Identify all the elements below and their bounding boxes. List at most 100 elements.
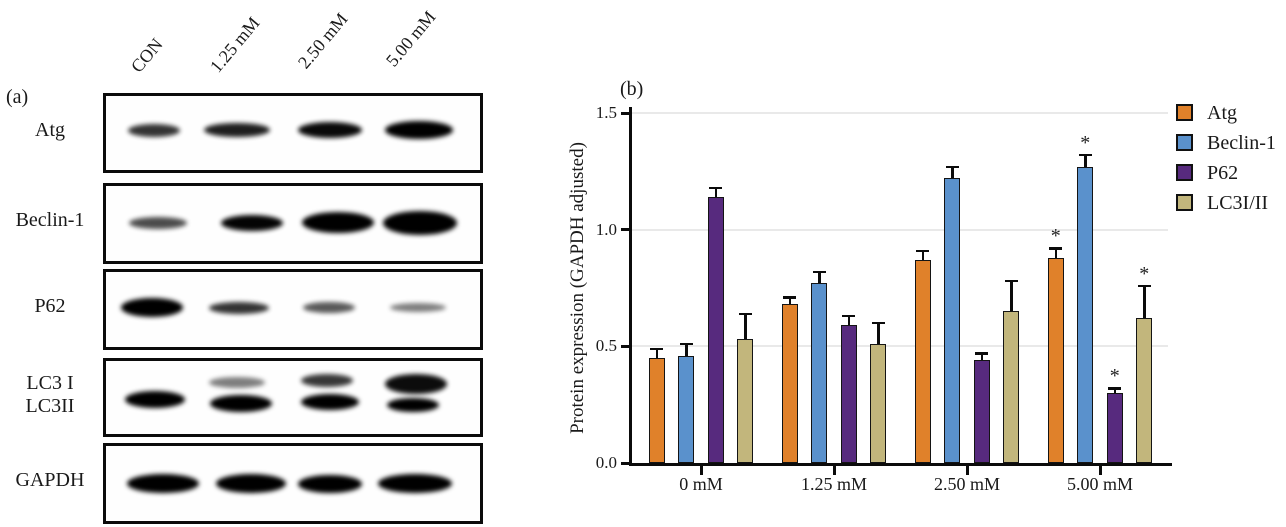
error-cap — [679, 342, 693, 346]
error-bar — [1054, 248, 1057, 261]
error-bar — [1143, 285, 1146, 322]
error-cap — [916, 249, 930, 252]
legend-label: LC3I/II — [1207, 192, 1269, 214]
blot-band — [377, 474, 452, 493]
error-cap — [975, 352, 989, 355]
error-cap — [945, 165, 959, 168]
blot-band — [216, 474, 287, 493]
error-bar — [818, 271, 821, 287]
blot-row-label-line: P62 — [34, 295, 66, 317]
x-tick-label: 0 mM — [679, 474, 723, 494]
bar — [840, 325, 857, 463]
y-tick-label: 1.0 — [595, 219, 617, 239]
blot-row-label: Atg — [0, 93, 100, 167]
legend-swatch — [1176, 194, 1193, 211]
error-bar — [847, 316, 850, 329]
y-tick — [621, 228, 629, 232]
significance-star: * — [1139, 262, 1150, 285]
x-tick — [699, 466, 703, 475]
blot-box — [103, 358, 483, 437]
blot-band — [203, 123, 270, 137]
grid-line — [632, 112, 1168, 114]
legend-swatch — [1176, 134, 1193, 151]
x-tick-label: 5.00 mM — [1066, 474, 1133, 494]
bar — [1136, 318, 1153, 463]
legend-swatch — [1176, 104, 1193, 121]
error-bar — [685, 344, 688, 359]
blot-band — [383, 210, 458, 235]
significance-star: * — [1050, 225, 1061, 248]
x-tick-label: 2.50 mM — [933, 474, 1000, 494]
legend-label: Beclin-1 — [1207, 132, 1276, 154]
blot-band — [302, 302, 355, 313]
blot-row-label-line: LC3 I — [26, 371, 74, 394]
bar — [1003, 311, 1020, 463]
error-bar — [1113, 388, 1116, 396]
bar — [1077, 166, 1094, 463]
blot-row-label: GAPDH — [0, 443, 100, 518]
blot-band — [385, 121, 453, 139]
grid-line — [632, 228, 1168, 231]
x-tick — [1098, 466, 1102, 475]
error-cap — [1078, 153, 1092, 157]
error-bar — [980, 353, 983, 364]
bar — [870, 344, 887, 463]
error-cap — [1108, 387, 1122, 390]
x-tick — [832, 466, 836, 475]
error-bar — [788, 297, 791, 308]
blot-band — [386, 397, 439, 412]
blot-band — [220, 214, 283, 231]
lane-label: 1.25 mM — [205, 12, 264, 77]
blot-band — [301, 393, 360, 410]
panel-a-label: (a) — [6, 86, 29, 108]
bar — [914, 260, 931, 463]
bar — [781, 304, 798, 463]
y-tick-label: 0.0 — [595, 453, 617, 472]
blot-row-label-line: GAPDH — [15, 469, 85, 491]
error-bar — [921, 250, 924, 263]
lane-label: 2.50 mM — [293, 8, 352, 73]
blot-box — [103, 443, 483, 524]
error-bar — [1084, 155, 1087, 170]
error-cap — [738, 312, 752, 315]
y-tick — [621, 344, 629, 348]
error-bar — [877, 323, 880, 347]
blot-band — [298, 474, 363, 493]
blot-row-label-line: Atg — [35, 118, 65, 141]
error-bar — [1010, 281, 1013, 315]
blot-row-label-line: Beclin-1 — [15, 209, 85, 231]
blot-band — [124, 391, 185, 408]
blot-box — [103, 93, 483, 173]
blot-band — [209, 395, 272, 412]
bar — [811, 283, 828, 463]
x-tick — [965, 466, 969, 475]
blot-row-label: Beclin-1 — [0, 183, 100, 258]
blot-band — [129, 216, 188, 229]
lane-label: 5.00 mM — [381, 6, 440, 71]
error-cap — [650, 347, 664, 350]
y-tick — [621, 461, 629, 465]
y-tick-label: 1.5 — [595, 103, 617, 122]
blot-box — [103, 183, 483, 264]
error-cap — [1137, 284, 1151, 287]
y-axis-line — [629, 107, 632, 466]
significance-star: * — [1109, 365, 1120, 388]
blot-band — [298, 122, 363, 138]
error-cap — [812, 270, 826, 273]
x-tick-label: 1.25 mM — [800, 474, 867, 494]
bar — [1047, 257, 1064, 463]
bar — [1106, 393, 1123, 463]
panel-b-label: (b) — [620, 78, 644, 100]
legend-label: Atg — [1207, 102, 1237, 124]
grid-line — [632, 345, 1168, 348]
blot-band — [208, 377, 265, 388]
blot-row-label-line: LC3II — [25, 394, 75, 417]
legend-swatch — [1176, 164, 1193, 181]
bar — [678, 355, 695, 463]
blot-band — [300, 374, 353, 387]
lane-label: CON — [126, 34, 167, 77]
blot-row-label: P62 — [0, 269, 100, 344]
y-axis-title: Protein expression (GAPDH adjusted) — [567, 142, 588, 434]
blot-band — [126, 474, 199, 493]
